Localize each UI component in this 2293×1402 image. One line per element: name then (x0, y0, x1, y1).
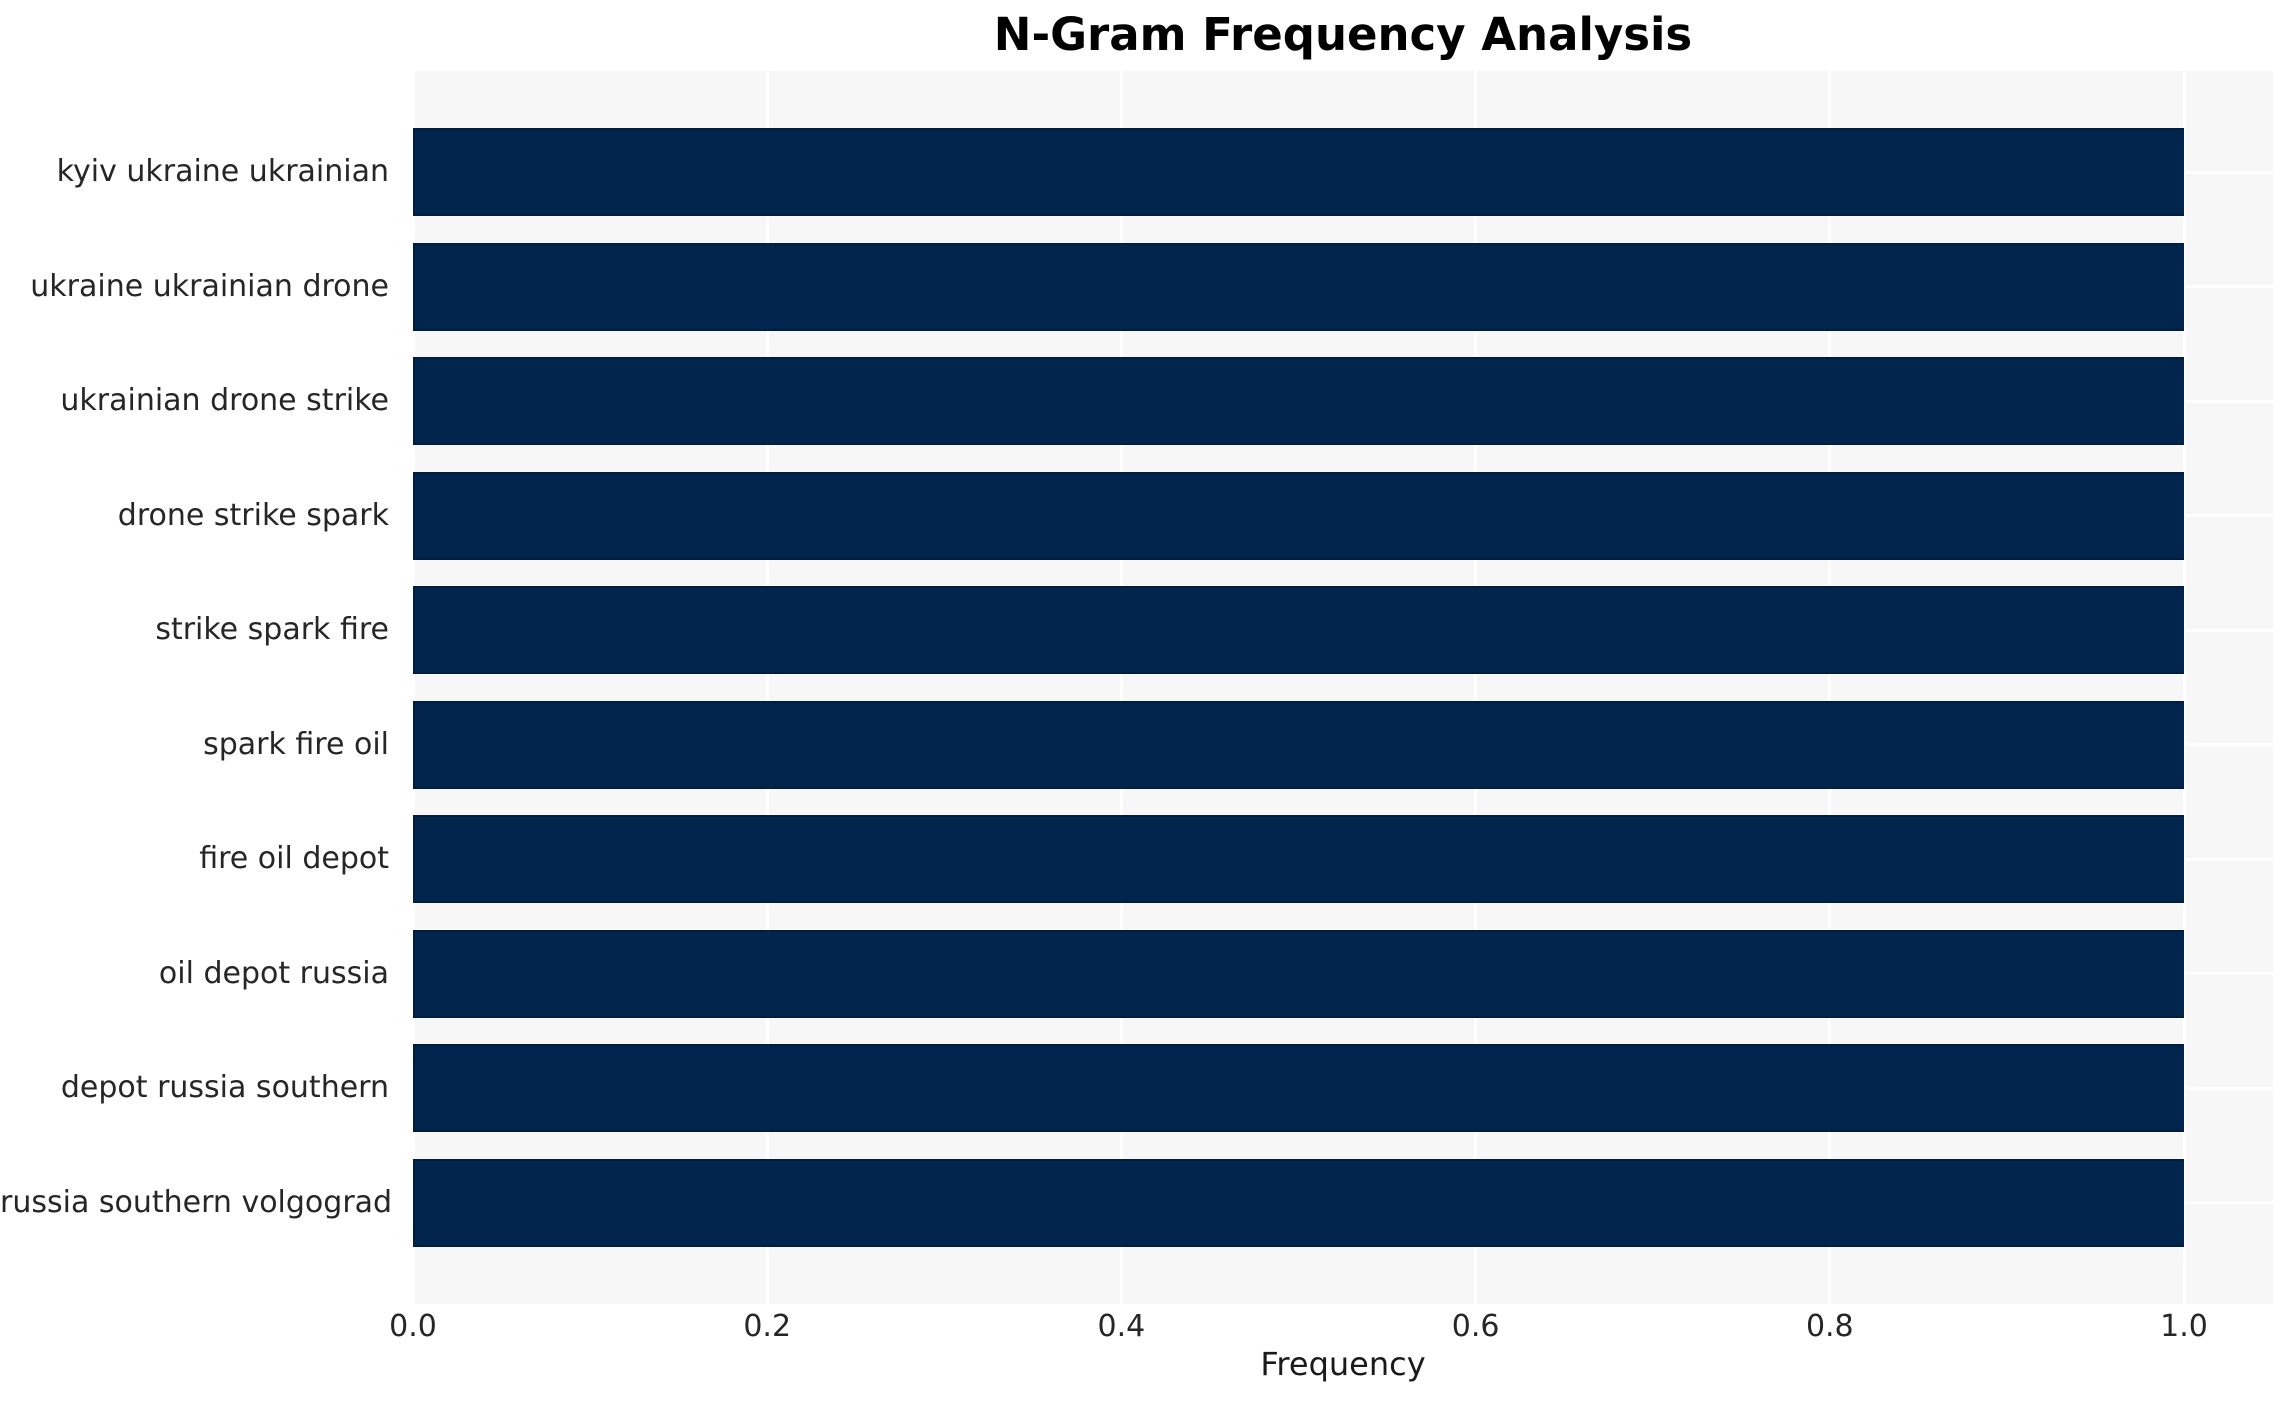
plot-area (411, 71, 2273, 1304)
x-tick-label: 1.0 (2160, 1309, 2208, 1344)
vertical-gridline (2182, 71, 2186, 1304)
x-tick-label: 0.0 (389, 1309, 437, 1344)
bar (413, 700, 2184, 789)
bar (413, 815, 2184, 903)
y-tick-label: spark fire oil (203, 726, 389, 762)
x-tick-label: 0.8 (1805, 1309, 1854, 1344)
y-tick-label: russia southern volgograd (0, 1184, 393, 1220)
y-axis-labels: kyiv ukraine ukrainian ukraine ukrainian … (0, 71, 401, 1304)
vertical-gridline (1119, 71, 1123, 1304)
y-tick-label: kyiv ukraine ukrainian (56, 154, 389, 189)
y-tick-label: strike spark fire (155, 612, 389, 647)
bar (413, 929, 2184, 1018)
y-tick-label: oil depot russia (158, 955, 389, 991)
bar (413, 242, 2184, 331)
bar (413, 1158, 2184, 1247)
x-tick-label: 0.2 (743, 1309, 792, 1344)
y-tick-label: fire oil depot (199, 841, 389, 876)
bar (413, 586, 2184, 674)
chart-title: N-Gram Frequency Analysis (993, 8, 1693, 61)
x-tick-label: 0.6 (1451, 1309, 1500, 1344)
y-tick-label: ukraine ukrainian drone (30, 268, 389, 304)
y-tick-label: depot russia southern (60, 1070, 389, 1105)
bar (413, 357, 2184, 445)
bar (413, 128, 2184, 216)
bar (413, 1044, 2184, 1132)
y-tick-label: drone strike spark (117, 497, 389, 533)
vertical-gridline (1474, 71, 1478, 1304)
vertical-gridline (1828, 71, 1832, 1304)
vertical-gridline (411, 71, 415, 1304)
bars-layer (413, 71, 2273, 1304)
x-axis-label: Frequency (1260, 1345, 1426, 1383)
bar (413, 471, 2184, 560)
x-tick-label: 0.4 (1097, 1309, 1146, 1344)
x-axis-ticks: 0.0 0.2 0.4 0.6 0.8 1.0 (389, 1304, 2273, 1350)
vertical-gridline (765, 71, 769, 1304)
y-tick-label: ukrainian drone strike (60, 383, 389, 418)
